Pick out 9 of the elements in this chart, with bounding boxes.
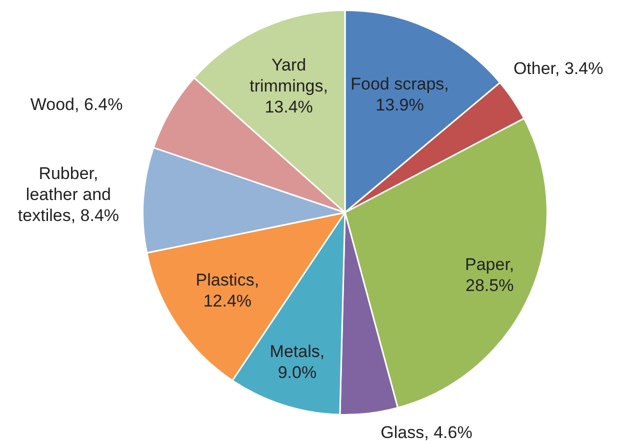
slice-label: Wood, 6.4% xyxy=(30,95,123,114)
slice-label: Plastics, 12.4% xyxy=(196,270,260,311)
slice-label: Metals, 9.0% xyxy=(270,342,325,382)
slice-label: Yard trimmings, 13.4% xyxy=(250,56,328,117)
slice-label: Other, 3.4% xyxy=(513,59,604,78)
slice-label: Food scraps, 13.9% xyxy=(350,74,449,114)
slice-label: Rubber, leather and textiles, 8.4% xyxy=(18,164,120,225)
slice-label: Glass, 4.6% xyxy=(380,423,472,441)
slice-label: Paper, 28.5% xyxy=(465,254,514,295)
